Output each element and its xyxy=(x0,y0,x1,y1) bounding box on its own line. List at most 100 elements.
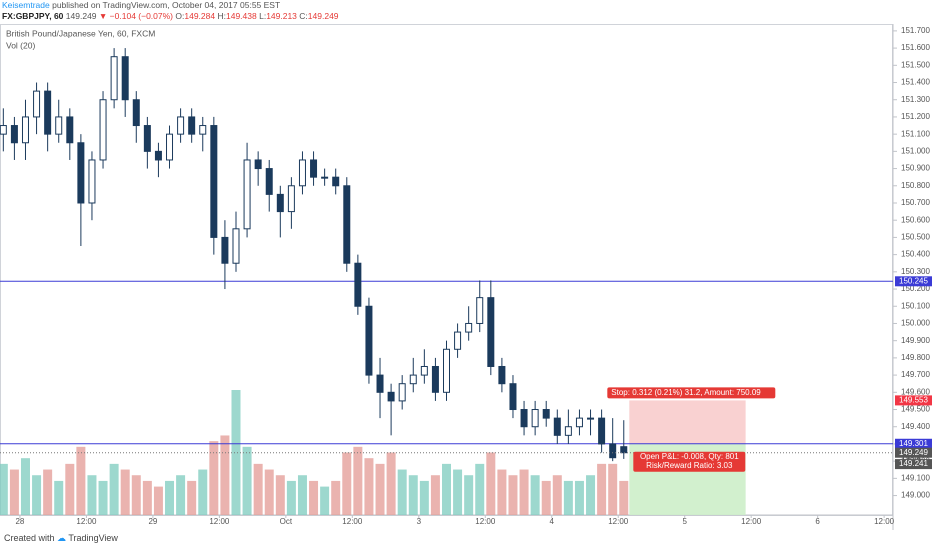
volume-bar xyxy=(109,463,119,515)
volume-bar xyxy=(9,469,19,515)
y-tick-label: 151.600 xyxy=(901,43,930,52)
candle-body xyxy=(66,116,74,144)
candle-body xyxy=(420,365,428,376)
candle-body xyxy=(443,348,450,393)
volume-bar xyxy=(87,475,97,515)
candle-body xyxy=(210,125,218,238)
l-label: L: xyxy=(259,11,267,21)
y-tick-label: 151.100 xyxy=(901,129,930,138)
y-tick-label: 150.100 xyxy=(901,301,930,310)
x-tick-label: 12:00 xyxy=(608,517,629,526)
y-tick-label: 149.700 xyxy=(901,370,930,379)
y-tick-label: 150.900 xyxy=(901,164,930,173)
price-label: 149.249 xyxy=(899,448,928,457)
l: 149.213 xyxy=(266,11,297,21)
volume-bar xyxy=(320,486,330,515)
volume-bar xyxy=(331,480,341,515)
candle-body xyxy=(620,446,628,454)
candle-body xyxy=(587,417,595,420)
y-tick-label: 150.600 xyxy=(901,215,930,224)
price-label-bg xyxy=(895,459,932,470)
candle-body xyxy=(166,133,174,161)
author[interactable]: Keisemtrade xyxy=(2,0,50,10)
candle-body xyxy=(99,99,107,161)
y-tick-label: 149.000 xyxy=(901,491,930,500)
change: ▼ −0.104 (−0.07%) xyxy=(98,11,174,21)
y-tick-label: 150.700 xyxy=(901,198,930,207)
x-tick-label: 28 xyxy=(15,517,24,526)
candle-body xyxy=(310,159,318,178)
plot-frame xyxy=(0,24,893,516)
volume-bar xyxy=(419,480,429,515)
volume-bar xyxy=(187,480,197,515)
candle-body xyxy=(520,409,528,428)
volume-bar xyxy=(242,446,252,515)
price-label-bg xyxy=(895,395,932,406)
candle-body xyxy=(409,374,417,385)
y-tick-label: 150.500 xyxy=(901,233,930,242)
candle-body xyxy=(154,150,162,161)
volume-bar xyxy=(519,469,529,515)
volume-bar xyxy=(54,480,64,515)
candle-body xyxy=(365,305,373,376)
volume-bar xyxy=(142,480,152,515)
y-tick-label: 149.400 xyxy=(901,422,930,431)
volume-bar xyxy=(619,480,629,515)
volume-bar xyxy=(220,435,230,515)
candle-body xyxy=(542,409,550,419)
candle-body xyxy=(454,331,462,350)
x-tick-label: 12:00 xyxy=(209,517,230,526)
volume-bar xyxy=(231,390,241,515)
candle-body xyxy=(232,228,240,264)
stop-label-bg xyxy=(607,387,776,399)
brand[interactable]: TradingView xyxy=(68,533,118,543)
last: 149.249 xyxy=(65,11,97,21)
volume-bar xyxy=(442,463,451,515)
candle-body xyxy=(476,297,484,324)
candle-body xyxy=(88,159,96,204)
candle-body xyxy=(243,159,251,230)
stop-zone xyxy=(629,400,746,444)
volume-bar xyxy=(453,469,463,515)
candle-body xyxy=(398,383,406,402)
pnl-label: Open P&L: -0.008, Qty: 801 xyxy=(640,452,739,461)
c: 149.249 xyxy=(307,11,339,21)
candle-body xyxy=(0,125,7,135)
candle-body xyxy=(121,56,129,101)
pnl-label-bg xyxy=(633,451,746,472)
candle-body xyxy=(110,56,118,101)
price-label-bg xyxy=(895,276,932,287)
stop-label: Stop: 0.312 (0.21%) 31.2, Amount: 750.09 xyxy=(611,388,761,397)
candle-body xyxy=(188,116,196,135)
created-with: Created with xyxy=(4,533,55,543)
volume-bar xyxy=(165,480,175,515)
volume-bar xyxy=(574,480,584,515)
volume-bar xyxy=(120,469,130,515)
candle-body xyxy=(55,116,63,135)
candle-body xyxy=(177,116,185,135)
symbol: FX:GBPJPY, 60 xyxy=(2,11,64,21)
h-label: H: xyxy=(217,11,226,21)
volume-bar xyxy=(386,452,396,515)
volume-bar xyxy=(597,463,607,515)
x-tick-label: 29 xyxy=(148,517,157,526)
y-tick-label: 149.600 xyxy=(901,387,930,396)
x-tick-label: 12:00 xyxy=(76,517,97,526)
candle-body xyxy=(531,409,539,428)
candle-body xyxy=(199,125,207,135)
volume-bar xyxy=(364,458,374,515)
y-tick-label: 151.500 xyxy=(901,60,930,69)
candle-body xyxy=(564,426,572,436)
x-tick-label: 12:00 xyxy=(475,517,496,526)
price-label: 149.301 xyxy=(899,439,928,448)
o-label: O: xyxy=(175,11,185,21)
volume-bar xyxy=(286,480,296,515)
y-tick-label: 150.400 xyxy=(901,250,930,259)
candle-body xyxy=(598,417,606,445)
footer: Created with ☁ TradingView xyxy=(4,533,118,543)
h: 149.438 xyxy=(225,11,257,21)
candle-body xyxy=(575,417,583,428)
candle-body xyxy=(343,185,351,264)
y-tick-label: 149.500 xyxy=(901,405,930,414)
candle-body xyxy=(77,142,85,204)
